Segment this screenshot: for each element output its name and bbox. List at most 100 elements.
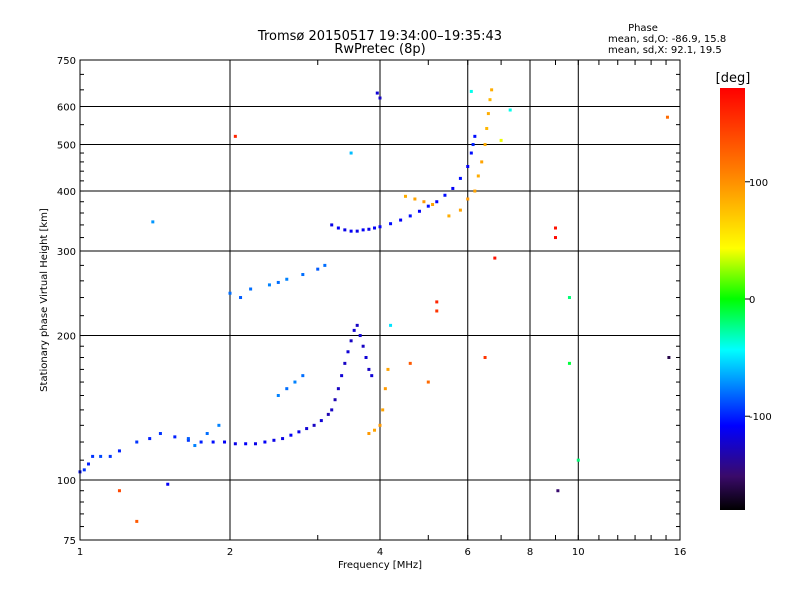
data-point [476,174,480,178]
data-point [223,440,227,444]
data-point [336,387,340,391]
data-point [490,88,494,92]
data-point [417,209,421,213]
data-point [349,151,353,155]
data-point [135,519,139,523]
data-point [330,408,334,412]
data-point [358,334,362,338]
data-point [285,277,289,281]
data-point [297,430,301,434]
y-tick-label: 200 [57,332,76,343]
data-point [389,222,393,226]
data-point [378,225,382,229]
data-point [367,227,371,231]
data-point [480,160,484,164]
data-point [117,449,121,453]
x-tick-label: 8 [527,547,533,558]
data-point [151,220,155,224]
data-point [91,454,95,458]
data-point [301,273,305,277]
data-point [108,454,112,458]
data-point [239,296,243,300]
data-point [186,437,190,441]
data-point [82,468,86,472]
data-point [483,143,487,147]
data-point [330,223,334,227]
data-point [346,350,350,354]
data-point [228,291,232,295]
data-point [349,229,353,233]
x-tick-label: 4 [377,547,383,558]
data-point [336,226,340,230]
data-point [361,228,365,232]
y-tick-label: 400 [57,187,76,198]
data-point [471,143,475,147]
data-point [469,89,473,93]
data-point [473,189,477,193]
grid-layer [80,60,680,540]
data-point [233,134,237,138]
data-point [556,489,560,493]
phase-info-o-mode: mean, sd,O: -86.9, 15.8 [608,34,726,45]
data-point [217,423,221,427]
data-point [493,256,497,260]
data-point [285,387,289,391]
x-tick-label: 1 [77,547,83,558]
data-point [173,435,177,439]
data-point [466,164,470,168]
data-point [408,214,412,218]
data-point [422,200,426,204]
data-point [553,226,557,230]
plot-frame [79,59,681,541]
data-point [199,440,203,444]
x-tick-label: 10 [572,547,585,558]
data-point [553,236,557,240]
data-point [451,186,455,190]
colorbar-tick-label: 100 [749,178,768,189]
data-point [316,267,320,271]
data-point [567,361,571,365]
data-point [301,374,305,378]
data-point [386,367,390,371]
data-point [403,194,407,198]
data-point [193,444,197,448]
data-point [499,138,503,142]
data-point [576,458,580,462]
data-point [166,482,170,486]
data-point [253,442,257,446]
data-point [343,361,347,365]
data-point [370,374,374,378]
data-point [408,361,412,365]
data-point [375,91,379,95]
data-point [378,96,382,100]
data-point [381,408,385,412]
y-tick-label: 300 [57,247,76,258]
data-point [352,328,356,332]
data-point [355,323,359,327]
x-axis-label: Frequency [MHz] [338,560,422,571]
y-tick-label: 75 [63,536,76,547]
x-tick-label: 2 [227,547,233,558]
data-point [276,394,280,398]
data-point [435,309,439,313]
data-point [443,193,447,197]
data-point [373,226,377,230]
data-point [267,283,271,287]
colorbar-label: [deg] [716,71,751,86]
data-point [435,300,439,304]
data-point [263,440,267,444]
data-point [158,432,162,436]
data-point [483,355,487,359]
data-point [349,339,353,343]
data-point [148,437,152,441]
y-tick-label: 750 [57,56,76,67]
phase-info-heading: Phase [628,23,658,34]
data-point [272,438,276,442]
x-tick-label: 16 [674,547,687,558]
data-point [447,214,451,218]
data-point [289,433,293,437]
x-tick-label: 6 [465,547,471,558]
data-point [361,344,365,348]
data-point [205,432,209,436]
